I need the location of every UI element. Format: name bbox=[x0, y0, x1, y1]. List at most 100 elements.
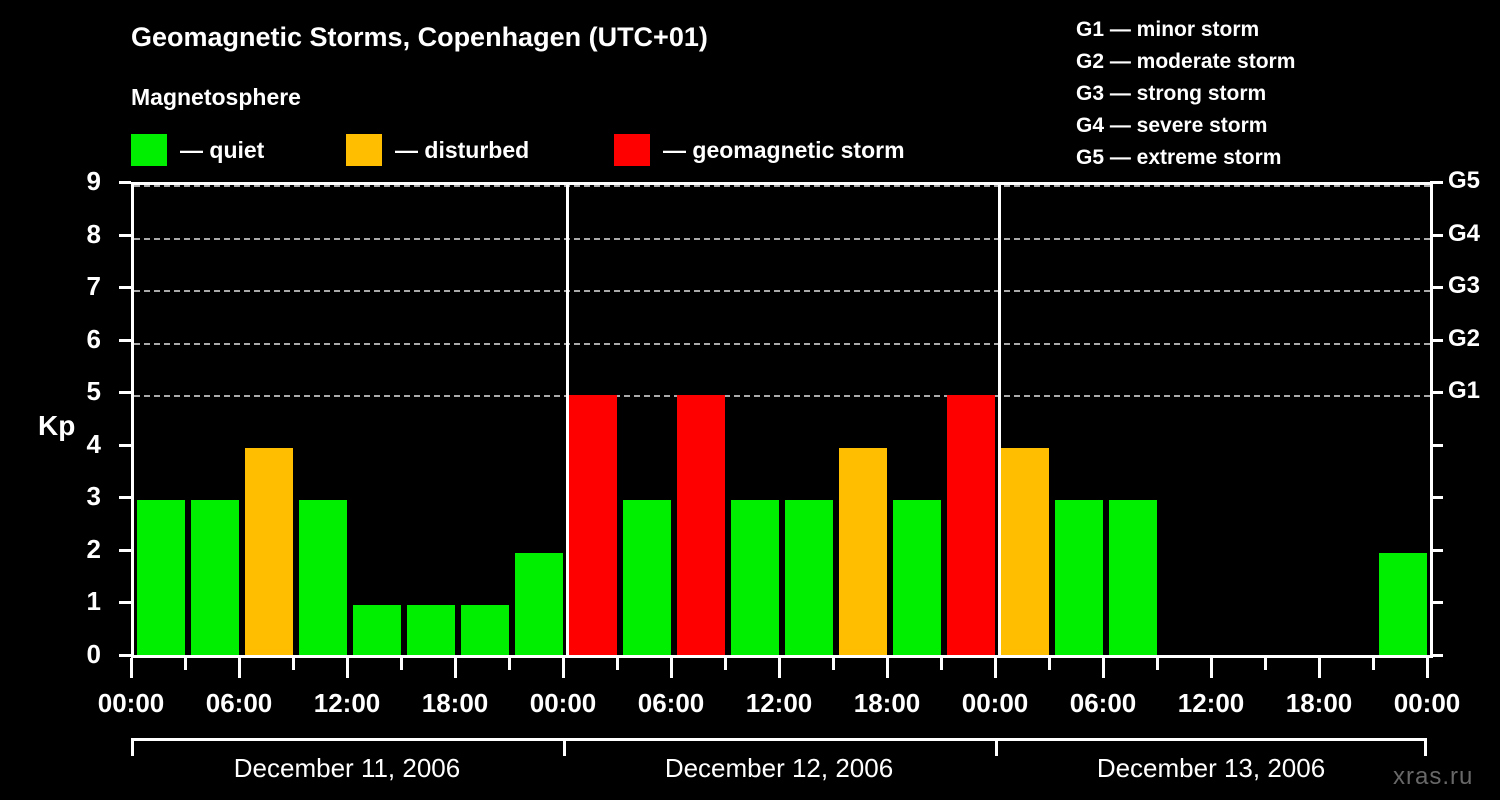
y-tick-label-0: 0 bbox=[86, 639, 101, 669]
bar-17[interactable] bbox=[1055, 500, 1103, 658]
bar-1[interactable] bbox=[191, 500, 239, 658]
right-tick-mark-4 bbox=[1430, 443, 1443, 447]
chart-plot-area bbox=[131, 182, 1433, 658]
legend-swatch-disturbed bbox=[346, 134, 382, 166]
bar-12[interactable] bbox=[785, 500, 833, 658]
day-separator-1 bbox=[566, 185, 569, 658]
y-tick-label-8: 8 bbox=[86, 218, 101, 249]
legend-label-disturbed: — disturbed bbox=[395, 136, 530, 163]
gscale-tick-g2: G2 bbox=[1448, 324, 1481, 352]
legend-swatch-storm bbox=[614, 134, 650, 166]
gscale-tick-g5: G5 bbox=[1448, 167, 1481, 194]
date-label-1: December 11, 2006 bbox=[233, 753, 461, 783]
right-tick-mark-6 bbox=[1430, 338, 1443, 342]
page-title: Geomagnetic Storms, Copenhagen (UTC+01) bbox=[131, 22, 708, 52]
x-tick-13 bbox=[832, 658, 835, 670]
x-label-6: 12:00 bbox=[745, 688, 813, 718]
y-tick-label-2: 2 bbox=[86, 533, 101, 564]
right-tick-mark-9 bbox=[1430, 181, 1443, 184]
right-tick-mark-3 bbox=[1430, 496, 1443, 500]
gscale-tick-g4: G4 bbox=[1448, 219, 1481, 247]
bar-8[interactable] bbox=[569, 395, 617, 658]
bar-2[interactable] bbox=[245, 447, 293, 658]
x-label-2: 12:00 bbox=[313, 688, 381, 718]
gridline-kp-9 bbox=[134, 185, 1430, 187]
legend-entry-disturbed: — disturbed bbox=[346, 132, 529, 168]
x-label-1: 06:00 bbox=[205, 688, 273, 718]
y-tick-label-9: 9 bbox=[86, 166, 101, 196]
x-tick-5 bbox=[400, 658, 403, 670]
gscale-tick-g1: G1 bbox=[1448, 377, 1481, 405]
x-tick-18 bbox=[1102, 658, 1105, 678]
bar-5[interactable] bbox=[407, 605, 455, 658]
x-tick-21 bbox=[1264, 658, 1267, 670]
x-tick-3 bbox=[292, 658, 295, 670]
x-tick-1 bbox=[184, 658, 187, 670]
gridline-kp-7 bbox=[134, 290, 1430, 293]
bar-9[interactable] bbox=[623, 500, 671, 658]
bar-11[interactable] bbox=[731, 500, 779, 658]
bar-13[interactable] bbox=[839, 447, 887, 658]
x-label-11: 18:00 bbox=[1285, 688, 1353, 718]
date-bracket-tick-1 bbox=[563, 738, 566, 756]
x-label-10: 12:00 bbox=[1177, 688, 1245, 718]
date-label-2: December 12, 2006 bbox=[664, 753, 894, 783]
bar-10[interactable] bbox=[677, 395, 725, 658]
legend-entry-quiet: — quiet bbox=[131, 132, 264, 168]
chart-subtitle: Magnetosphere bbox=[131, 84, 301, 110]
x-tick-10 bbox=[670, 658, 673, 678]
x-tick-14 bbox=[886, 658, 889, 678]
x-label-9: 06:00 bbox=[1069, 688, 1137, 718]
gscale-tick-g3: G3 bbox=[1448, 272, 1481, 300]
y-tick-label-3: 3 bbox=[86, 481, 101, 512]
y-tick-label-5: 5 bbox=[86, 376, 101, 407]
bar-0[interactable] bbox=[137, 500, 185, 658]
y-tick-mark-2 bbox=[119, 548, 131, 552]
x-label-7: 18:00 bbox=[853, 688, 921, 718]
x-tick-0 bbox=[130, 658, 133, 678]
gridline-kp-8 bbox=[134, 237, 1430, 240]
y-tick-label-4: 4 bbox=[86, 428, 101, 459]
right-tick-mark-7 bbox=[1430, 286, 1443, 290]
bar-3[interactable] bbox=[299, 500, 347, 658]
y-tick-label-6: 6 bbox=[86, 323, 101, 354]
legend-label-storm: — geomagnetic storm bbox=[663, 136, 905, 163]
chart-bars-container bbox=[134, 185, 1430, 658]
x-tick-11 bbox=[724, 658, 727, 670]
gridline-kp-6 bbox=[134, 342, 1430, 345]
date-bracket-tick-end bbox=[1424, 738, 1427, 756]
y-tick-mark-8 bbox=[119, 233, 131, 237]
bar-14[interactable] bbox=[893, 500, 941, 658]
x-tick-2 bbox=[238, 658, 241, 678]
date-bracket-line-2 bbox=[563, 738, 995, 741]
bar-18[interactable] bbox=[1109, 500, 1157, 658]
x-label-5: 06:00 bbox=[637, 688, 705, 718]
bar-7[interactable] bbox=[515, 552, 563, 658]
date-bracket-line-1 bbox=[131, 738, 563, 741]
bar-6[interactable] bbox=[461, 605, 509, 658]
x-tick-23 bbox=[1372, 658, 1375, 670]
gridline-kp-5 bbox=[134, 395, 1430, 398]
legend-label-quiet: — quiet bbox=[180, 136, 265, 163]
date-bracket-tick-0 bbox=[131, 738, 134, 756]
watermark: xras.ru bbox=[1393, 763, 1474, 790]
bar-23[interactable] bbox=[1379, 552, 1427, 658]
x-label-0: 00:00 bbox=[97, 688, 165, 718]
x-tick-4 bbox=[346, 658, 349, 678]
y-tick-mark-7 bbox=[119, 286, 131, 290]
y-axis-title: Kp bbox=[38, 410, 76, 441]
bar-4[interactable] bbox=[353, 605, 401, 658]
right-tick-mark-0 bbox=[1430, 654, 1443, 657]
x-tick-22 bbox=[1318, 658, 1321, 678]
x-label-8: 00:00 bbox=[961, 688, 1029, 718]
bar-15[interactable] bbox=[947, 395, 995, 658]
y-tick-label-7: 7 bbox=[86, 271, 101, 302]
x-tick-12 bbox=[778, 658, 781, 678]
date-bracket-tick-2 bbox=[995, 738, 998, 756]
y-tick-mark-0 bbox=[119, 654, 131, 657]
right-tick-mark-2 bbox=[1430, 548, 1443, 552]
x-tick-19 bbox=[1156, 658, 1159, 670]
x-tick-20 bbox=[1210, 658, 1213, 678]
gscale-row-g5: G5 — extreme storm bbox=[1076, 146, 1282, 169]
bar-16[interactable] bbox=[1001, 447, 1049, 658]
